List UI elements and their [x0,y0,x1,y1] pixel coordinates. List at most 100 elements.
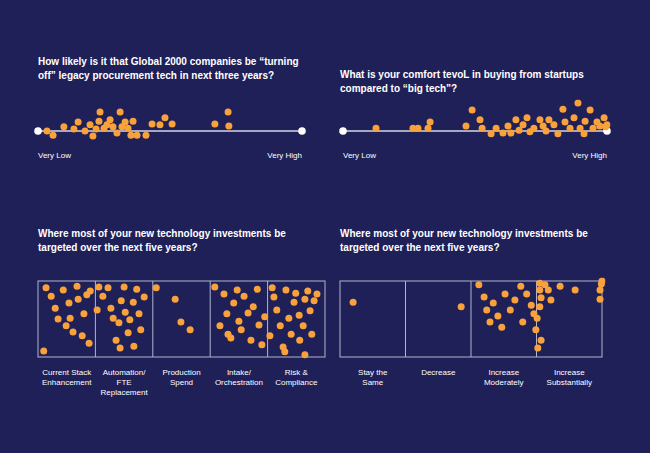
axis-line [38,130,302,132]
dot [538,337,545,344]
dot [80,310,87,317]
dot [89,132,96,139]
dot [571,114,578,121]
dot [536,303,543,310]
dot [105,284,112,291]
plot-frame [38,281,325,357]
dot [530,125,537,132]
dot [130,343,137,350]
plot-frame [340,281,602,357]
dot [87,121,94,128]
category-label: Increase Substantially [543,368,595,388]
dot [281,348,288,355]
dot [414,125,421,132]
dot [141,293,148,300]
column-divider [95,281,96,357]
dot [122,309,129,316]
chart-title: How likely is it that Global 2000 compan… [38,55,310,83]
dot [107,305,114,312]
dot [136,310,143,317]
dot [481,293,488,300]
marks [350,278,606,352]
dot [507,130,514,137]
dot [70,328,77,335]
dot [87,287,94,294]
dot [511,297,518,304]
dot [266,332,273,339]
marks [373,100,611,138]
dot [113,130,120,137]
dot [156,121,163,128]
dot [225,123,232,130]
dot [125,329,132,336]
dot [48,293,55,300]
dot [557,283,564,290]
dot [254,286,261,293]
dot [81,128,88,135]
dot [524,114,531,121]
column-divider [152,281,153,357]
category-label: Intake/ Orchestration [213,368,265,388]
tick-mark [298,127,306,135]
dot [60,287,67,294]
dot [494,312,501,319]
dot [118,297,125,304]
dot [223,310,230,317]
tick-label: Very High [267,151,302,161]
dot [308,331,315,338]
dot [463,123,470,130]
dot [113,337,120,344]
dot [130,299,137,306]
dot [99,293,106,300]
dot [269,284,276,291]
dot [67,315,74,322]
dot [545,116,552,123]
dot [300,322,307,329]
dot [43,128,50,135]
dot [601,114,608,121]
dot [40,347,47,354]
category-label: Stay the Same [347,368,399,388]
dot [534,344,541,351]
dot [270,293,277,300]
dot [505,123,512,130]
dot [169,121,176,128]
dot [597,287,604,294]
tick-label: Very Low [343,151,376,161]
dot [291,299,298,306]
dot [149,121,156,128]
dot [559,106,566,113]
category-label: Decrease [412,368,464,378]
category-label: Automation/ FTE Replacement [98,368,150,398]
dot [493,125,500,132]
tick-mark [34,127,42,135]
dot [95,284,102,291]
dot [255,322,262,329]
dot [597,296,604,303]
dot [458,303,465,310]
dot [234,287,241,294]
dot [70,125,77,132]
dot [499,130,506,137]
dot [65,300,72,307]
dot [50,132,57,139]
dot [161,114,168,121]
dot [117,109,124,116]
dot [425,125,432,132]
tick-label: Very High [572,151,607,161]
dot [536,116,543,123]
dot [538,294,545,301]
dot [486,319,493,326]
dot [581,130,588,137]
dot [74,283,81,290]
chart-title: Where most of your new technology invest… [340,227,612,255]
dot [125,125,132,132]
dot [117,344,124,351]
dot [220,290,227,297]
dot [126,316,133,323]
dot [507,306,514,313]
dot [122,118,129,125]
dot [311,297,318,304]
dot [427,118,434,125]
dot [572,287,579,294]
